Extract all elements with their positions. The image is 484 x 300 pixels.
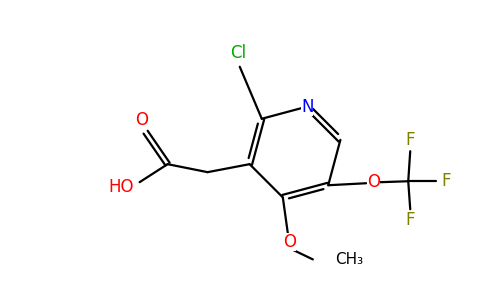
- Text: F: F: [441, 172, 451, 190]
- Text: O: O: [283, 233, 296, 251]
- Text: F: F: [406, 211, 415, 229]
- Text: Cl: Cl: [230, 44, 246, 62]
- Text: HO: HO: [109, 178, 135, 196]
- Text: O: O: [135, 111, 148, 129]
- Text: CH₃: CH₃: [335, 252, 363, 267]
- Text: O: O: [367, 173, 380, 191]
- Text: F: F: [406, 131, 415, 149]
- Text: N: N: [301, 98, 314, 116]
